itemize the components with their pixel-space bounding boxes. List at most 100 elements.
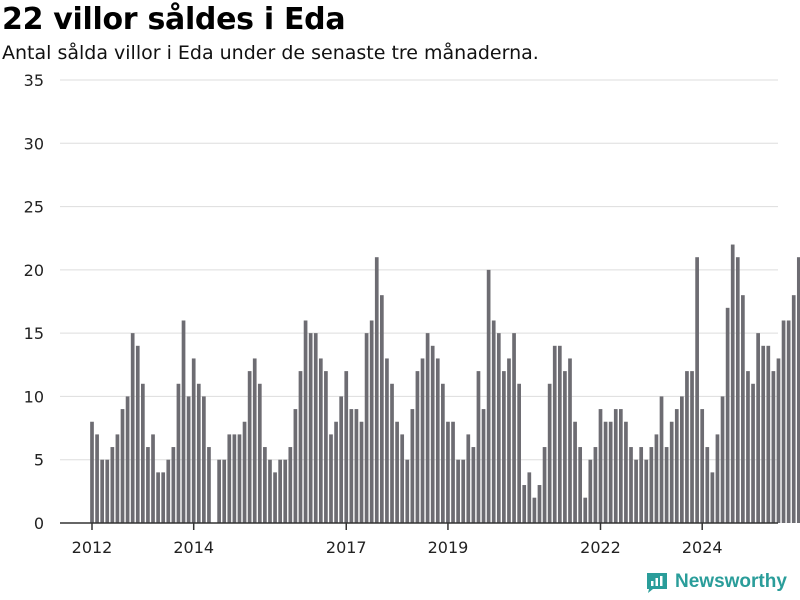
bar [425,333,430,523]
bar [588,459,593,523]
bar [156,472,160,523]
chart-title: 22 villor såldes i Eda [2,2,346,37]
bar [715,434,720,523]
bar [507,358,511,523]
bar [796,257,800,523]
y-tick-label: 20 [24,261,44,280]
bar [395,421,399,523]
bar [624,421,628,523]
bar [491,320,496,523]
bar [151,434,155,523]
bar [115,434,120,523]
bar [369,320,374,523]
bar [141,383,145,523]
bar [186,396,191,523]
y-tick-label: 5 [34,451,44,470]
chart-subtitle: Antal sålda villor i Eda under de senast… [2,42,539,64]
bar [257,383,262,523]
bar [751,383,755,523]
bar [334,421,338,523]
bar [710,472,715,523]
bar [207,447,211,523]
bar [730,244,735,524]
bar [603,421,608,523]
bar [232,434,237,523]
bar [278,459,282,523]
bar [776,358,781,523]
bar [664,447,669,523]
y-tick-label: 15 [24,324,44,343]
x-tick-label: 2019 [428,538,469,557]
bar [390,383,394,523]
bar [344,371,349,523]
bar [166,459,171,523]
bar [568,358,572,523]
bar [146,447,150,523]
bar [552,345,557,523]
bar [247,371,252,523]
bar [288,447,293,523]
bar [557,345,562,523]
y-tick-label: 30 [24,134,44,153]
bar [374,257,379,523]
x-tick-label: 2024 [682,538,723,557]
bar [242,421,247,523]
bar [547,383,552,523]
bar [110,447,115,523]
bar [517,383,521,523]
bar [385,358,389,523]
bar [771,371,776,523]
bar [532,497,537,523]
x-tick-label: 2022 [580,538,621,557]
bar [786,320,791,523]
bar [644,459,649,523]
bar [400,434,405,523]
bar [308,333,313,523]
bar [563,371,567,523]
bar [181,320,186,523]
bar [502,371,506,523]
bar [283,459,288,523]
bar [669,421,674,523]
bar [537,485,542,523]
bar [135,345,140,523]
bar [217,459,221,523]
bar [695,257,699,523]
bar [466,434,471,523]
bar [680,396,684,523]
bar [191,358,196,523]
bar [354,409,359,523]
bar [522,485,527,523]
bar [379,295,384,523]
bar [95,434,99,523]
y-tick-label: 10 [24,387,44,406]
bar [303,320,308,523]
bar [252,358,257,523]
bar [781,320,786,523]
bar [598,409,603,523]
bar [430,345,435,523]
bar [451,421,455,523]
bar [202,396,206,523]
bar [100,459,105,523]
bar [125,396,130,523]
bar [527,472,532,523]
bar [618,409,623,523]
bar [130,333,135,523]
bar [420,358,425,523]
y-tick-label: 35 [24,71,44,90]
bar [766,345,771,523]
bar [461,459,466,523]
bar [476,371,481,523]
bar [456,459,460,523]
bar [583,497,588,523]
bar [634,459,638,523]
bar [746,371,750,523]
bar [756,333,760,523]
bar [293,409,298,523]
y-tick-label: 0 [34,514,44,533]
bar [410,409,415,523]
bar [542,447,547,523]
bar [629,447,633,523]
